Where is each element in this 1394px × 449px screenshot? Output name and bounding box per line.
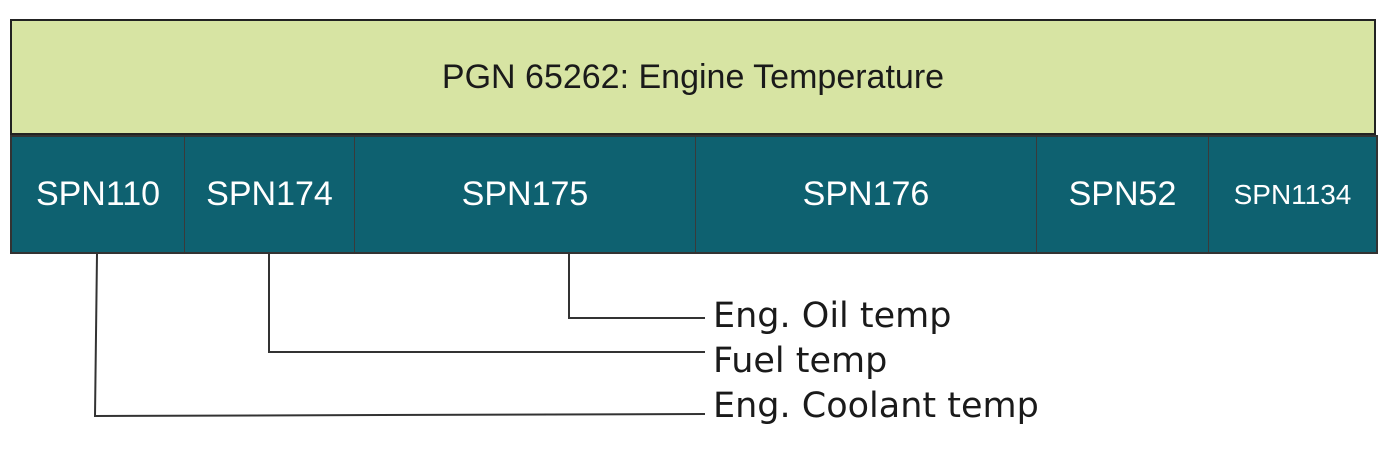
spn-cell-174: SPN174: [185, 137, 355, 252]
spn-cell-176: SPN176: [696, 137, 1037, 252]
callout-oil-temp: Eng. Oil temp: [713, 296, 952, 336]
spn-label: SPN174: [206, 175, 333, 213]
leader-line-coolant-temp: [93, 253, 706, 418]
spn-cell-110: SPN110: [12, 137, 185, 252]
callout-fuel-temp: Fuel temp: [713, 341, 888, 381]
spn-label: SPN1134: [1233, 178, 1352, 210]
spn-cell-52: SPN52: [1037, 137, 1209, 252]
pgn-title: PGN 65262: Engine Temperature: [441, 57, 945, 96]
spn-label: SPN176: [802, 175, 930, 213]
leader-line-oil-temp: [568, 254, 705, 319]
spn-cell-1134: SPN1134: [1209, 137, 1376, 252]
spn-label: SPN52: [1068, 175, 1177, 213]
spn-field-row: SPN110 SPN174 SPN175 SPN176 SPN52 SPN113…: [10, 135, 1378, 254]
leader-line-fuel-temp: [268, 254, 705, 353]
pgn-header: PGN 65262: Engine Temperature: [10, 19, 1376, 135]
spn-label: SPN175: [461, 175, 589, 213]
callout-coolant-temp: Eng. Coolant temp: [713, 386, 1039, 426]
spn-label: SPN110: [35, 175, 161, 213]
spn-cell-175: SPN175: [355, 137, 696, 252]
